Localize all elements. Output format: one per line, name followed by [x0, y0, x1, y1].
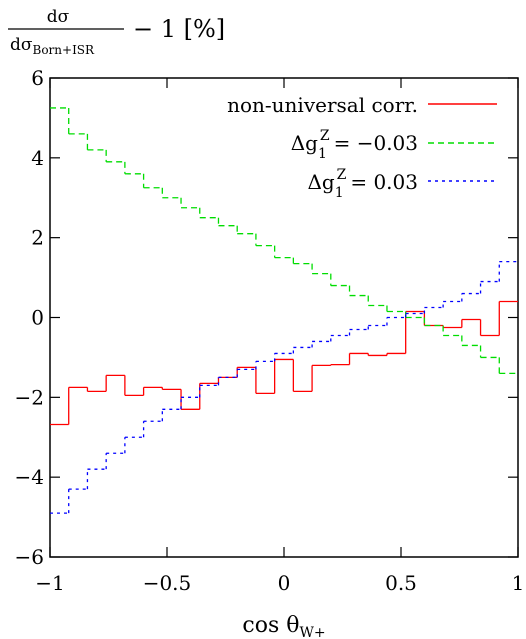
- series-layer: [50, 107, 518, 514]
- x-axis-title: cos θW+: [242, 613, 325, 639]
- x-tick-label: 0.5: [385, 571, 417, 595]
- y-tick-label: 4: [31, 146, 44, 170]
- x-tick-label: 1: [512, 571, 525, 595]
- y-tick-label: −2: [15, 385, 44, 409]
- legend-label-dg-neg: Δg1Z = −0.03: [291, 128, 418, 162]
- x-tick-label: −0.5: [143, 571, 192, 595]
- y-title-numerator: dσ: [47, 7, 70, 27]
- x-tick-label: 0: [278, 571, 291, 595]
- axis-ticks: −6 −4 −2 0 2 4 6 −1 −0.5 0 0.5 1: [15, 66, 525, 595]
- plot-frame: [49, 77, 519, 558]
- y-tick-label: −4: [15, 465, 44, 489]
- y-tick-label: 0: [31, 306, 44, 330]
- series-2: [50, 260, 518, 514]
- legend: non-universal corr. Δg1Z = −0.03 Δg1Z = 0.…: [227, 93, 497, 201]
- series-1: [50, 107, 518, 375]
- y-axis-title: dσ dσBorn+ISR − 1 [%]: [8, 7, 225, 57]
- svg-text:dσBorn+ISR: dσBorn+ISR: [10, 35, 95, 57]
- legend-label-dg-pos: Δg1Z = 0.03: [307, 167, 418, 201]
- x-tick-label: −1: [35, 571, 64, 595]
- y-title-denominator-sub: Born+ISR: [33, 43, 96, 57]
- legend-label-nonuniversal: non-universal corr.: [227, 93, 418, 117]
- y-tick-label: 2: [31, 226, 44, 250]
- y-tick-label: 6: [31, 66, 44, 90]
- series-0: [50, 300, 518, 426]
- y-title-denominator: dσ: [10, 35, 33, 55]
- y-title-suffix: − 1 [%]: [133, 15, 225, 43]
- y-tick-label: −6: [15, 545, 44, 569]
